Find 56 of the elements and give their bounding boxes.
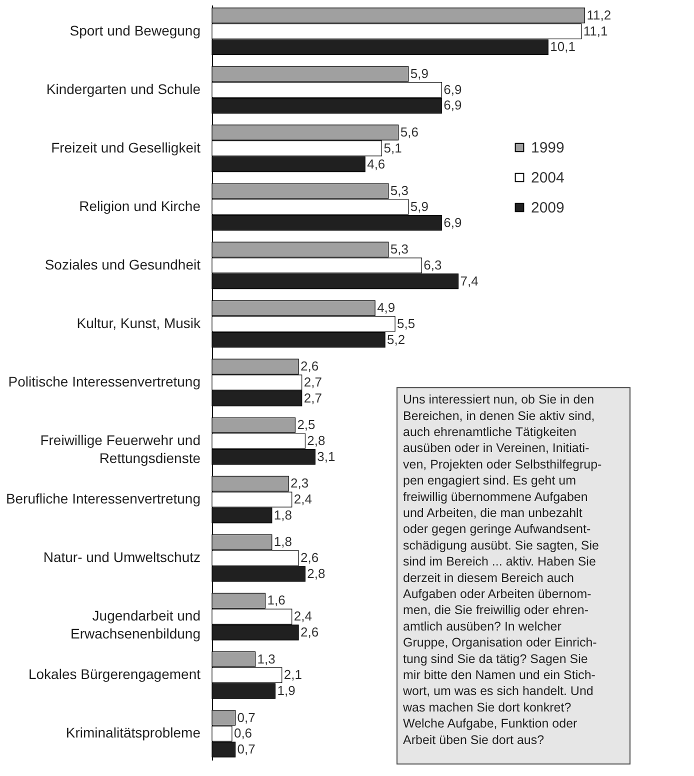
data-label: 4,9 xyxy=(377,300,396,316)
data-label: 0,7 xyxy=(237,710,256,725)
data-label: 5,9 xyxy=(410,66,428,81)
data-label: 2,1 xyxy=(284,667,302,682)
y-tick-label: Lokales Bürgerengagement xyxy=(28,666,201,682)
data-label: 2,8 xyxy=(307,433,326,448)
data-label: 2,5 xyxy=(297,417,316,432)
y-tick-label: Sport und Bewegung xyxy=(70,22,200,38)
legend-label: 2009 xyxy=(531,200,564,216)
data-label: 5,9 xyxy=(410,198,428,214)
data-label: 2,8 xyxy=(307,566,326,581)
y-tick-label: Kindergarten und Schule xyxy=(46,80,201,97)
data-label: 0,6 xyxy=(234,726,252,741)
data-label: 5,1 xyxy=(384,140,402,156)
data-label: 1,9 xyxy=(277,683,296,698)
data-label: 2,6 xyxy=(300,550,319,566)
data-label: 0,7 xyxy=(237,742,256,757)
y-tick-label: Soziales und Gesundheit xyxy=(44,256,201,272)
data-label: 4,6 xyxy=(367,156,386,172)
data-label: 2,6 xyxy=(300,358,319,374)
data-label: 2,4 xyxy=(294,608,312,624)
y-tick-label: Kultur, Kunst, Musik xyxy=(76,314,202,331)
y-tick-label: Freiwillige Feuerwehr und Rettungsdienste xyxy=(40,432,201,466)
y-tick-label: Freizeit und Geselligkeit xyxy=(51,139,201,156)
data-label: 2,7 xyxy=(304,390,322,406)
y-tick-label: Politische Interessenvertretung xyxy=(8,374,200,390)
data-label: 11,2 xyxy=(586,7,612,22)
data-label: 1,3 xyxy=(257,651,276,666)
y-tick-label: Kriminalitätsprobleme xyxy=(66,724,201,741)
data-label: 10,1 xyxy=(550,39,576,54)
data-label: 7,4 xyxy=(460,273,478,288)
y-tick-label: Jugendarbeit und Erwachsenenbildung xyxy=(70,608,200,642)
data-label: 1,6 xyxy=(267,592,286,608)
data-label: 5,3 xyxy=(390,242,408,257)
data-label: 3,1 xyxy=(317,448,336,464)
legend-label: 1999 xyxy=(531,140,564,156)
data-label: 2,6 xyxy=(300,624,319,640)
y-tick-label: Religion und Kirche xyxy=(79,198,201,214)
data-label: 5,6 xyxy=(400,124,418,140)
data-label: 5,5 xyxy=(397,316,416,331)
legend-label: 2004 xyxy=(531,170,564,186)
y-tick-label: Natur- und Umweltschutz xyxy=(43,549,200,566)
data-label: 2,3 xyxy=(290,476,309,491)
data-label: 5,3 xyxy=(390,183,408,198)
text: Uns interessiert nun, ob Sie in den Bereichen, in denen Sie aktiv sind, auch ehrenamtliche Tätigkeiten ausüben oder in Vereinen, Initiati- ven, Projekten oder Selbsthilfegrup- pen engagiert sind. Es geht um freiwillig übernommene Aufgaben und Arbeiten, die man unbezahlt oder gegen geringe Aufwandsent- schädigung ausübt. Sie sagten, Sie sind im Bereich ... aktiv. Haben Sie derzeit in diesem Bereich auch Aufgaben oder Arbeiten übernom- men, die Sie freiwillig oder ehren- amtlich ausüben? In welcher Gruppe, Organisation oder Einrich- tung sind Sie da tätig? Sagen Sie mir bitte den Namen und ein Stich- wort, um was es sich handelt. Und was machen Sie dort konkret? Welche Aufgabe, Funktion oder Arbeit üben Sie dort aus? xyxy=(403,392,602,747)
y-tick-label: Berufliche Interessenvertretung xyxy=(6,490,200,507)
data-label: 2,4 xyxy=(294,492,312,507)
data-label: 2,7 xyxy=(304,374,322,390)
data-label: 6,3 xyxy=(424,257,442,272)
data-label: 1,8 xyxy=(274,507,292,522)
data-label: 11,1 xyxy=(583,23,608,38)
data-label: 5,2 xyxy=(387,332,406,347)
data-label: 6,9 xyxy=(444,214,462,230)
data-label: 6,9 xyxy=(444,98,462,113)
data-label: 1,8 xyxy=(274,534,292,550)
data-label: 6,9 xyxy=(444,82,462,97)
